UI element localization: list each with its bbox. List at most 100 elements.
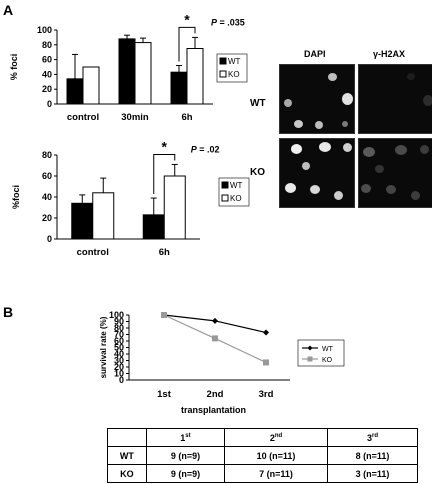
y-tick-label: 80: [42, 150, 52, 160]
nucleus: [342, 93, 353, 105]
y-tick-label: 20: [42, 213, 52, 223]
panel-b-letter: B: [3, 304, 14, 320]
micrograph-row-ko: KO: [250, 167, 265, 178]
micrograph-wt-dapi: [279, 64, 355, 134]
significance-bracket: [178, 26, 196, 62]
y-tick-label: 60: [42, 171, 52, 181]
legend-box: [216, 53, 248, 83]
legend-swatch-ko: [221, 194, 229, 202]
legend-swatch-ko: [219, 70, 227, 78]
y-tick-label: 40: [114, 349, 124, 359]
table-cell: 7 (n=11): [224, 464, 328, 483]
data-point-ko: [212, 335, 218, 342]
legend-label-wt: WT: [230, 181, 243, 190]
table-row: WT 9 (n=9) 10 (n=11) 8 (n=11): [107, 446, 418, 465]
micrograph-wt-h2ax: [358, 64, 432, 134]
nucleus: [375, 165, 384, 173]
y-tick-label: 60: [42, 55, 52, 65]
bar-wt: [71, 202, 94, 240]
legend-label-ko: KO: [322, 357, 333, 364]
significance-marker: *: [184, 11, 190, 27]
bar-ko: [163, 175, 186, 240]
x-tick-label: 2nd: [207, 389, 224, 400]
table-cell: 8 (n=11): [327, 446, 418, 465]
table-cell: 9 (n=9): [145, 464, 226, 483]
nucleus: [310, 185, 320, 194]
legend-label-wt: WT: [322, 346, 334, 353]
nucleus: [328, 73, 337, 81]
table-cell: 9 (n=9): [145, 446, 226, 465]
y-tick-label: 0: [119, 375, 124, 385]
nucleus: [420, 145, 429, 154]
y-tick-label: 80: [114, 323, 124, 333]
x-tick-label: 6h: [181, 112, 192, 123]
y-tick-label: 20: [42, 84, 52, 94]
bar-wt: [142, 214, 165, 240]
data-point-wt: [212, 317, 218, 324]
y-tick-label: 0: [47, 99, 52, 109]
legend-label-wt: WT: [228, 57, 241, 66]
nucleus: [407, 73, 415, 80]
micrograph-ko-dapi: [279, 138, 355, 208]
bar-ko: [186, 48, 204, 105]
data-point-ko: [263, 359, 269, 366]
table-cell: 10 (n=11): [224, 446, 328, 465]
nucleus: [342, 121, 348, 127]
table-header-3rd: 3rd: [327, 428, 418, 447]
legend-box: [218, 177, 250, 207]
y-tick-label: 60: [114, 336, 124, 346]
y-axis-label: survival rate (%): [99, 316, 108, 378]
x-axis-label: transplantation: [181, 405, 246, 415]
legend-box: [297, 339, 345, 367]
panel-a-letter: A: [3, 2, 14, 18]
bar-wt: [170, 71, 188, 105]
table-row-label: KO: [107, 464, 147, 483]
table-cell: 3 (n=11): [327, 464, 418, 483]
nucleus: [395, 145, 407, 155]
nucleus: [363, 147, 375, 157]
bar-ko: [82, 66, 100, 105]
y-tick-label: 20: [114, 362, 124, 372]
bar-wt: [118, 38, 136, 105]
y-tick-label: 10: [114, 369, 124, 379]
nucleus: [361, 184, 371, 193]
nucleus: [315, 121, 323, 129]
table-header-row: 1st 2nd 3rd: [107, 428, 418, 447]
legend-label-ko: KO: [230, 194, 242, 203]
y-tick-label: 50: [114, 343, 124, 353]
table-corner-cell: [107, 428, 147, 447]
nucleus: [294, 120, 303, 128]
y-axis-label: %foci: [11, 185, 21, 209]
nucleus: [302, 162, 310, 170]
x-tick-label: 6h: [159, 247, 170, 258]
nucleus: [284, 99, 292, 107]
p-value-label: P = .035: [211, 17, 245, 27]
survival-table: 1st 2nd 3rd WT 9 (n=9) 10 (n=11) 8 (n=11…: [107, 428, 418, 483]
y-tick-label: 80: [42, 40, 52, 50]
data-point-wt: [263, 329, 269, 336]
data-point-ko: [161, 312, 167, 318]
y-tick-label: 100: [109, 310, 124, 320]
nucleus: [343, 143, 352, 152]
micrograph-column-h2ax: γ-H2AX: [373, 49, 406, 59]
x-tick-label: control: [67, 112, 99, 123]
nucleus: [386, 185, 396, 194]
y-tick-label: 90: [114, 317, 124, 327]
y-tick-label: 100: [37, 25, 52, 35]
nucleus: [285, 183, 296, 193]
legend-swatch-wt: [219, 57, 227, 65]
x-tick-label: 30min: [121, 112, 149, 123]
micrograph-column-dapi: DAPI: [304, 49, 326, 59]
x-tick-label: control: [77, 247, 109, 258]
y-tick-label: 40: [42, 69, 52, 79]
table-row: KO 9 (n=9) 7 (n=11) 3 (n=11): [107, 464, 418, 483]
x-tick-label: 3rd: [259, 389, 274, 400]
table-header-1st: 1st: [145, 428, 226, 447]
bar-wt: [66, 78, 84, 105]
p-value-label: P = .02: [191, 144, 220, 154]
legend-marker-wt: [307, 345, 313, 351]
micrograph-ko-h2ax: [358, 138, 432, 208]
legend-swatch-wt: [221, 181, 229, 189]
significance-marker: *: [162, 138, 168, 154]
